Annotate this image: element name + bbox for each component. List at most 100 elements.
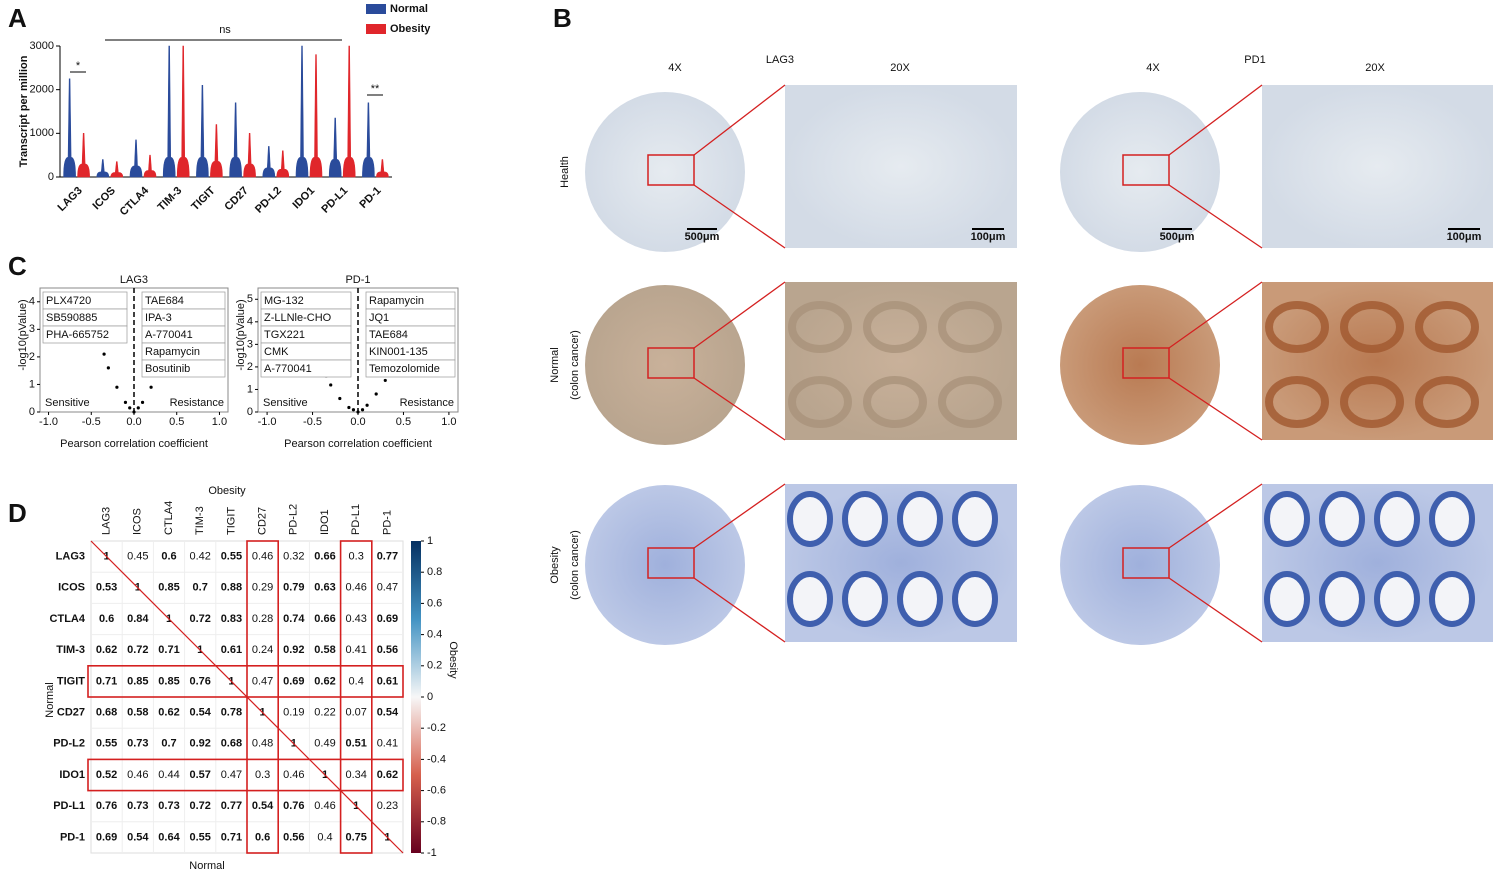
y-axis-label: Transcript per million <box>18 55 30 167</box>
colorbar-tick-label: 0.6 <box>427 597 442 609</box>
column-header: 4X <box>1146 62 1160 74</box>
gland <box>1374 571 1420 627</box>
cell-value: 0.47 <box>252 675 273 687</box>
cell-value: 0.66 <box>314 613 335 625</box>
cell-value: 0.62 <box>314 675 335 687</box>
cell-value: 0.58 <box>127 707 148 719</box>
gland <box>897 491 943 547</box>
x-tick-label: 0.0 <box>126 416 141 428</box>
cell-value: 0.54 <box>189 707 211 719</box>
cell-value: 0.3 <box>255 769 270 781</box>
row-label: TIM-3 <box>56 644 85 656</box>
y-axis-label: -log10(pValue) <box>235 299 247 370</box>
cell-value: 0.71 <box>96 675 117 687</box>
colorbar-tick-label: -1 <box>427 847 437 859</box>
cell-value: 0.75 <box>345 831 366 843</box>
point <box>106 366 110 370</box>
cell-value: 0.66 <box>314 551 335 563</box>
colorbar-tick-label: -0.6 <box>427 785 446 797</box>
cell-value: 0.62 <box>158 707 179 719</box>
zoom-line <box>693 577 786 643</box>
x-tick-label: -1.0 <box>39 416 58 428</box>
cell-value: 0.71 <box>221 831 242 843</box>
cell-value: 0.79 <box>283 582 304 594</box>
cell-value: 0.77 <box>221 800 242 812</box>
cell-value: 0.6 <box>161 551 176 563</box>
micrograph-4x <box>1060 485 1220 645</box>
row-label: PD-L2 <box>53 738 85 750</box>
y-axis-label: -log10(pValue) <box>17 299 29 370</box>
zoom-line <box>1168 184 1263 249</box>
gland <box>1265 301 1329 353</box>
point <box>374 392 378 396</box>
gland <box>1429 571 1475 627</box>
panel-letter: A <box>8 3 27 33</box>
cell-value: 0.56 <box>283 831 304 843</box>
column-label: LAG3 <box>101 507 113 535</box>
legend-label: Obesity <box>390 23 431 35</box>
x-axis-label: Pearson correlation coefficient <box>284 438 432 450</box>
drug-label: Rapamycin <box>369 295 424 307</box>
zoom-line <box>693 281 786 349</box>
cell-value: 0.85 <box>127 675 148 687</box>
point <box>149 385 153 389</box>
point <box>140 400 145 404</box>
column-header: 20X <box>1365 62 1385 74</box>
x-tick-label: ICOS <box>90 185 118 213</box>
cell-value: 0.23 <box>377 800 398 812</box>
gland <box>788 301 852 353</box>
row-label: (colon cancer) <box>569 530 581 600</box>
cell-value: 0.72 <box>189 613 210 625</box>
cell-value: 0.22 <box>314 707 335 719</box>
drug-label: KIN001-135 <box>369 346 428 358</box>
x-tick-label: CTLA4 <box>118 184 152 218</box>
zoom-box <box>647 154 695 186</box>
cell-value: 0.55 <box>189 831 210 843</box>
x-tick-label: TIGIT <box>189 184 218 213</box>
cell-value: 0.56 <box>377 644 398 656</box>
y-tick-label: 3 <box>247 338 253 350</box>
gland <box>1415 376 1479 428</box>
violin <box>262 146 276 178</box>
zoom-line <box>1168 281 1263 349</box>
cell-value: 0.7 <box>161 738 176 750</box>
cell-value: 0.7 <box>193 582 208 594</box>
cell-value: 0.47 <box>377 582 398 594</box>
cell-value: 0.58 <box>314 644 335 656</box>
zoom-box <box>1122 547 1170 579</box>
x-tick-label: -1.0 <box>258 416 277 428</box>
violin <box>309 54 323 178</box>
drug-label: A-770041 <box>264 363 312 375</box>
point <box>360 408 365 412</box>
gland <box>842 571 888 627</box>
point <box>365 403 369 407</box>
violin <box>376 159 389 178</box>
cell-value: 0.48 <box>252 738 273 750</box>
violin <box>328 117 342 178</box>
drug-label: Z-LLNle-CHO <box>264 312 332 324</box>
gland <box>863 301 927 353</box>
y-tick-label: 5 <box>247 293 253 305</box>
drug-label: IPA-3 <box>145 312 172 324</box>
drug-label: MG-132 <box>264 295 304 307</box>
cell-value: 0.61 <box>221 644 242 656</box>
row-label: Health <box>559 156 571 188</box>
row-label: IDO1 <box>59 769 85 781</box>
panel-letter: B <box>553 3 572 33</box>
gland <box>1264 571 1310 627</box>
cell-value: 0.77 <box>377 551 398 563</box>
column-label: ICOS <box>132 508 144 535</box>
point <box>115 385 119 389</box>
cell-value: 0.49 <box>314 738 335 750</box>
drug-label: Rapamycin <box>145 346 200 358</box>
y-tick-label: 1 <box>247 383 253 395</box>
colorbar-tick-label: 0.4 <box>427 629 442 641</box>
cell-value: 0.61 <box>377 675 398 687</box>
cell-value: 0.76 <box>189 675 210 687</box>
column-label: CD27 <box>257 507 269 535</box>
cell-value: 0.6 <box>99 613 114 625</box>
annotation: Sensitive <box>263 397 308 409</box>
cell-value: 0.68 <box>96 707 117 719</box>
drug-label: A-770041 <box>145 329 193 341</box>
cell-value: 0.83 <box>221 613 242 625</box>
